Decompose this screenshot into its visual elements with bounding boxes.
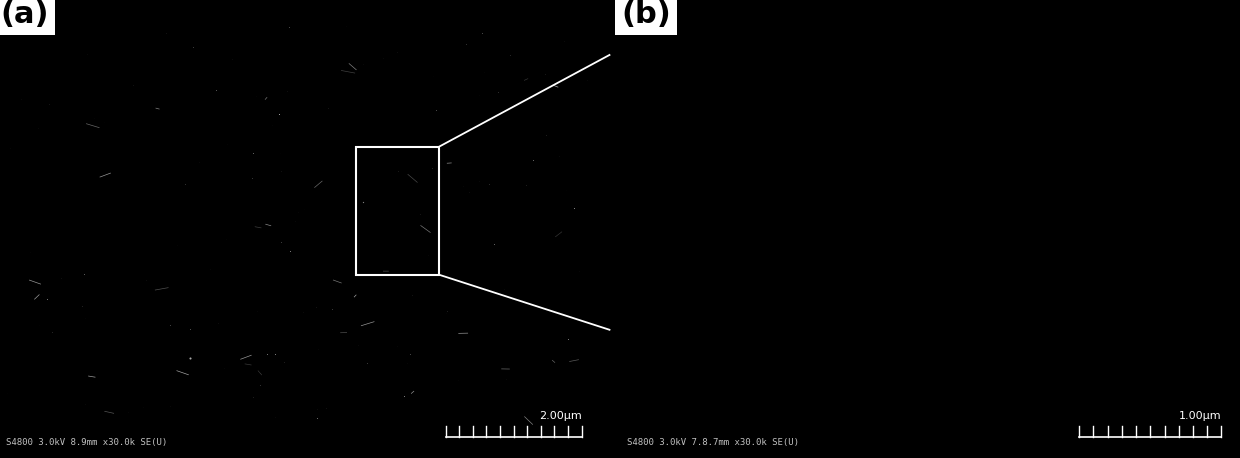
Bar — [356, 147, 439, 275]
Text: S4800 3.0kV 7.8.7mm x30.0k SE(U): S4800 3.0kV 7.8.7mm x30.0k SE(U) — [627, 437, 800, 447]
Text: (b): (b) — [621, 0, 671, 29]
Text: S4800 3.0kV 8.9mm x30.0k SE(U): S4800 3.0kV 8.9mm x30.0k SE(U) — [6, 437, 167, 447]
Text: (a): (a) — [0, 0, 48, 29]
Text: 2.00μm: 2.00μm — [539, 411, 582, 421]
Text: 1.00μm: 1.00μm — [1179, 411, 1221, 421]
